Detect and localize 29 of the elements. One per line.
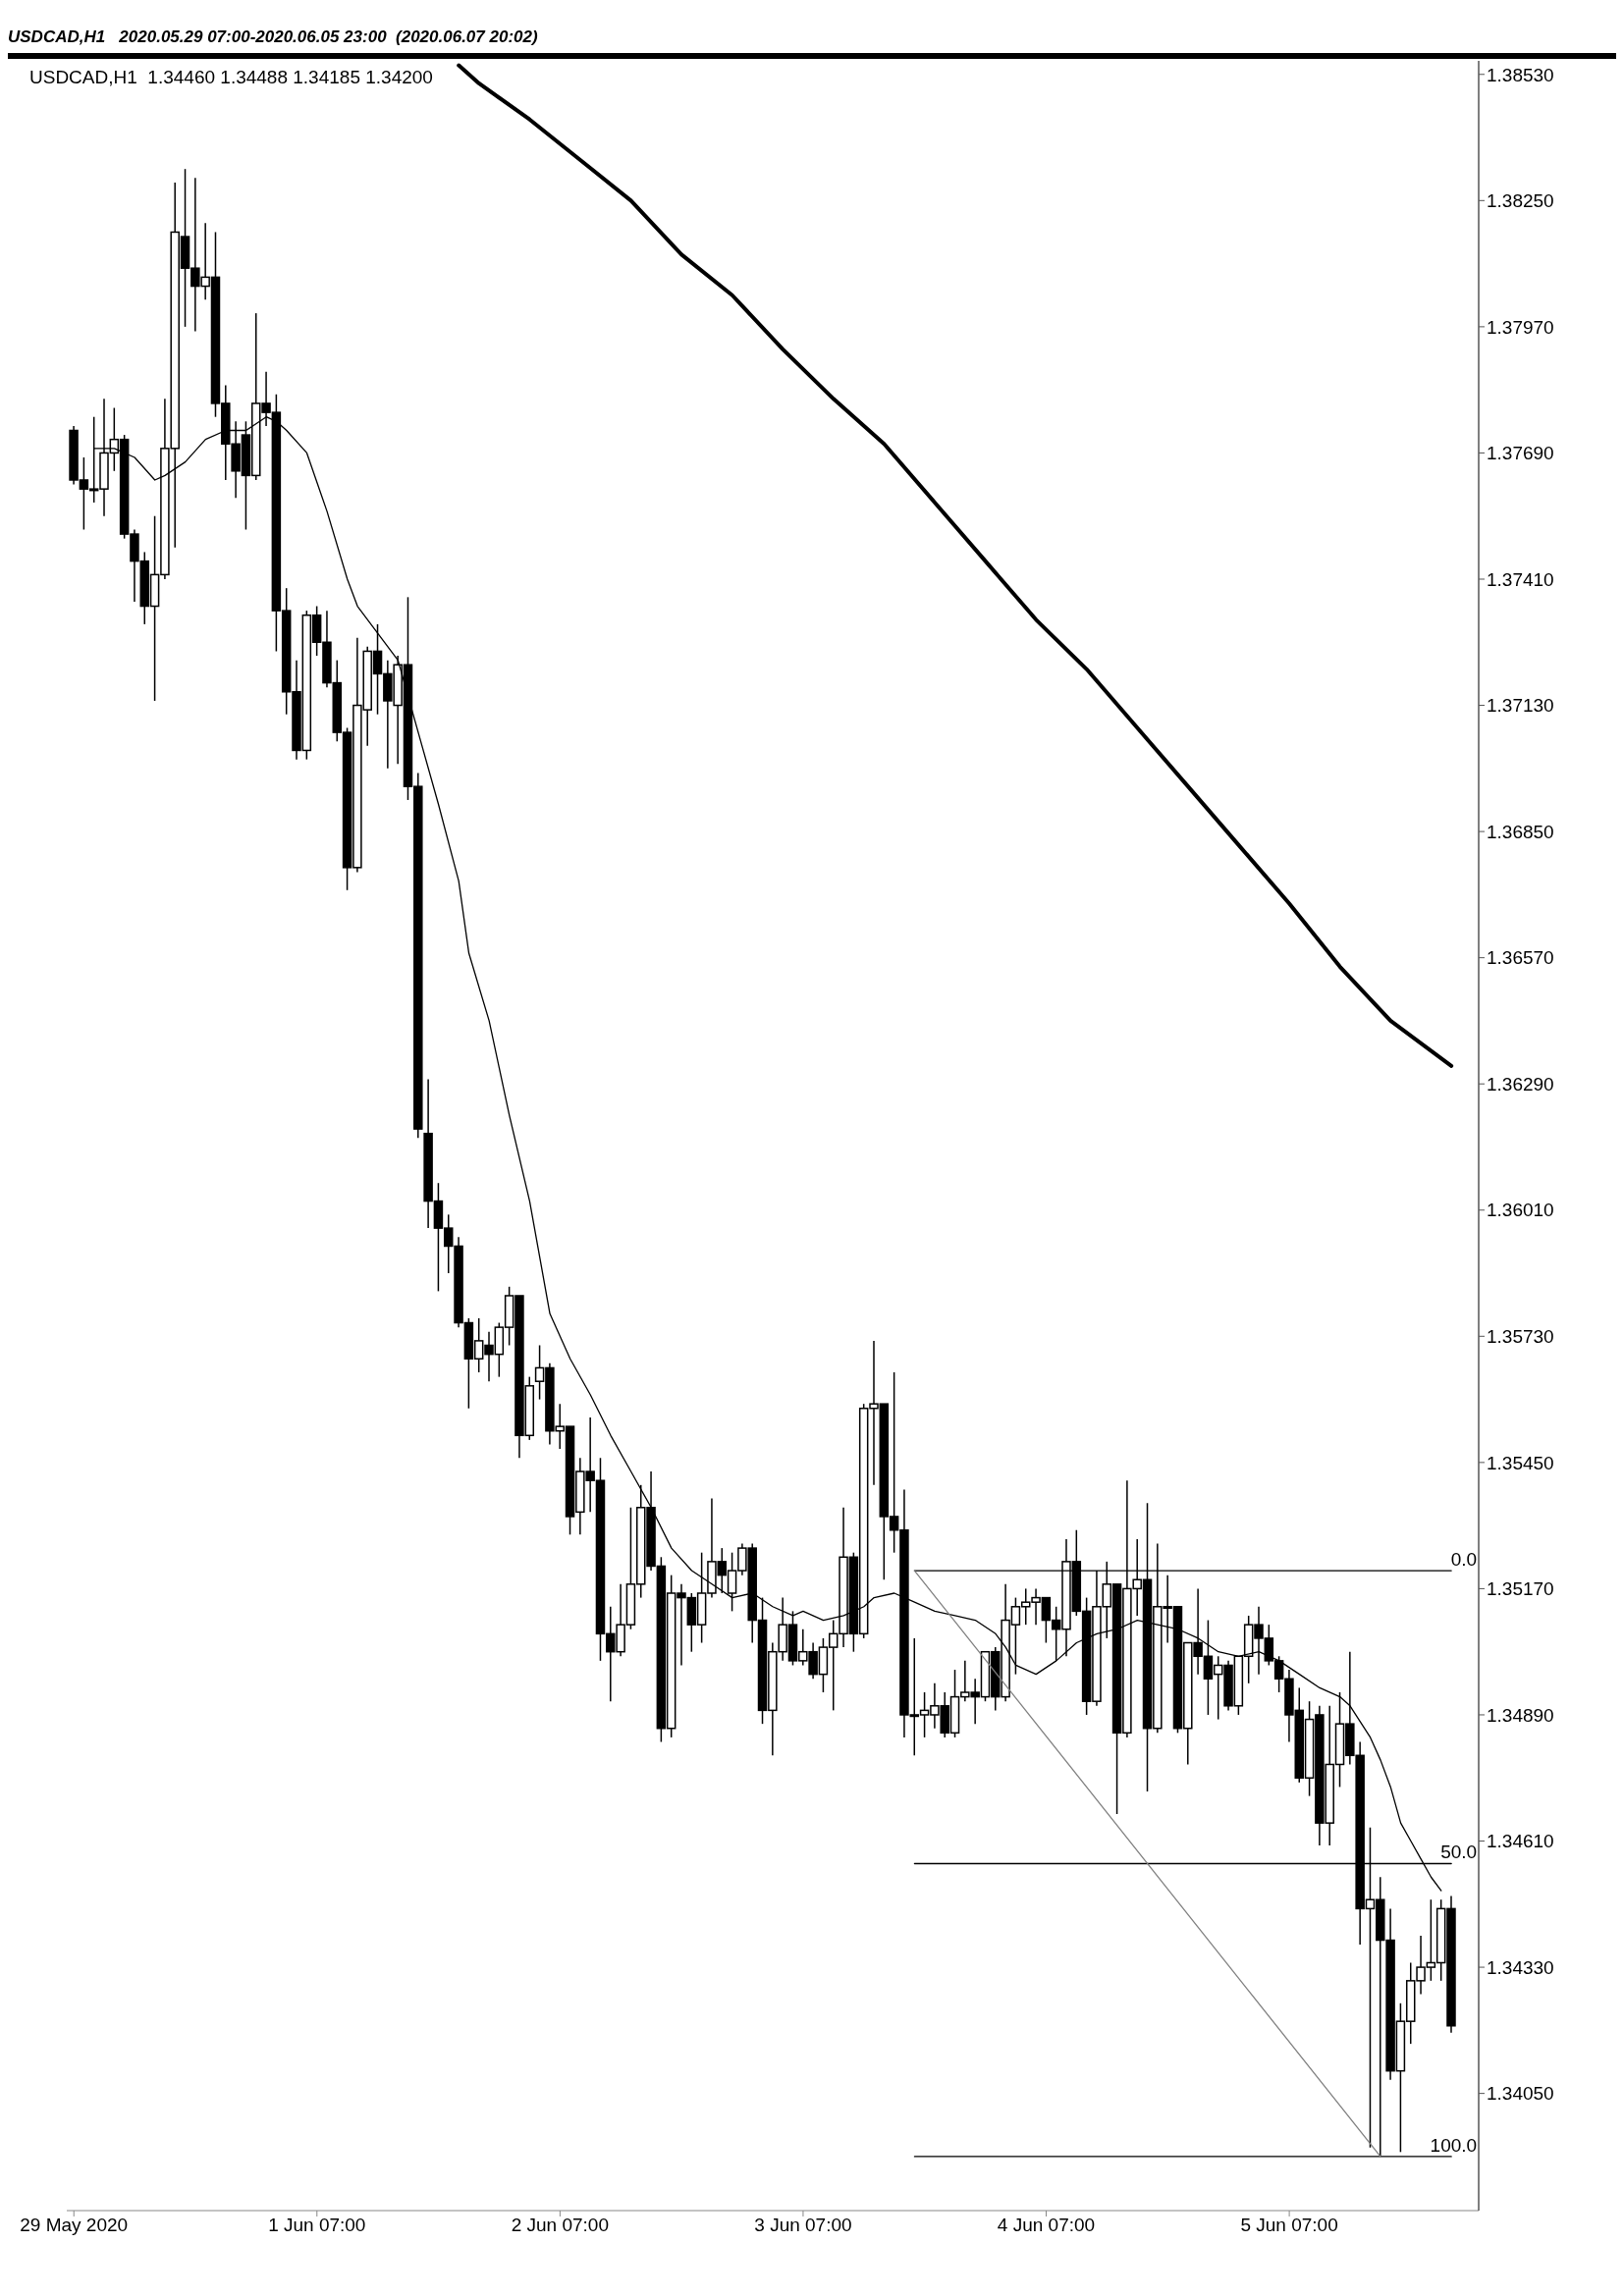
- chart-title: USDCAD,H1 2020.05.29 07:00-2020.06.05 23:00 (2020.06.07 20:02): [8, 27, 539, 48]
- y-tick-label: 1.38250: [1487, 190, 1554, 212]
- y-tick-label: 1.36570: [1487, 947, 1554, 969]
- line-series: [457, 63, 1454, 1068]
- annotation: USDCAD,H1 1.34460 1.34488 1.34185 1.34200: [29, 67, 433, 88]
- series-label: 0.0: [1450, 1549, 1478, 1571]
- y-tick-label: 1.34890: [1487, 1704, 1554, 1726]
- x-tick-label: 4 Jun 07:00: [997, 2215, 1096, 2236]
- y-tick-label: 1.36850: [1487, 821, 1554, 842]
- x-tick-label: 1 Jun 07:00: [268, 2215, 366, 2236]
- x-tick-label: 5 Jun 07:00: [1240, 2215, 1338, 2236]
- y-tick-label: 1.36010: [1487, 1200, 1554, 1221]
- y-tick-label: 1.34610: [1487, 1831, 1554, 1852]
- y-tick-label: 1.37970: [1487, 316, 1554, 338]
- y-tick-label: 1.34050: [1487, 2083, 1554, 2105]
- y-tick-label: 1.37130: [1487, 695, 1554, 717]
- x-tick-label: 29 May 2020: [20, 2215, 129, 2236]
- y-tick-label: 1.37690: [1487, 443, 1554, 464]
- y-tick-label: 1.37410: [1487, 568, 1554, 590]
- y-tick-label: 1.35170: [1487, 1578, 1554, 1600]
- y-tick-label: 1.35450: [1487, 1452, 1554, 1473]
- x-tick-label: 2 Jun 07:00: [511, 2215, 610, 2236]
- y-tick-label: 1.35730: [1487, 1326, 1554, 1348]
- y-tick-label: 1.34330: [1487, 1956, 1554, 1978]
- y-tick-label: 1.36290: [1487, 1073, 1554, 1095]
- y-tick-label: 1.38530: [1487, 64, 1554, 85]
- x-tick-label: 3 Jun 07:00: [754, 2215, 852, 2236]
- series-label: 100.0: [1430, 2134, 1478, 2156]
- series-label: 50.0: [1440, 1842, 1478, 1863]
